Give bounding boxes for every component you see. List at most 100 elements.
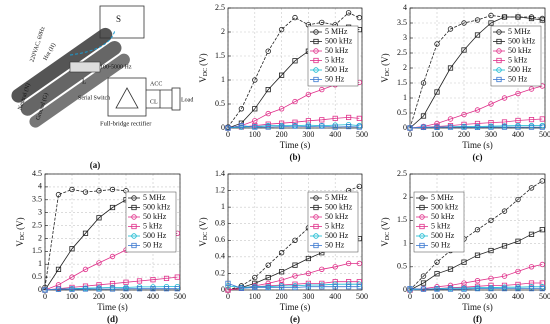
x-tick-label: 200 (276, 292, 288, 301)
data-point (292, 123, 298, 129)
y-label-main: V (380, 76, 390, 83)
series-line (409, 288, 543, 290)
data-point (515, 14, 521, 20)
legend-marker (419, 204, 425, 211)
data-point (55, 191, 62, 198)
data-point (82, 266, 89, 273)
data-point (447, 26, 454, 32)
y-tick-label: 0.4 (215, 252, 225, 261)
y-tick-label: 0.6 (215, 235, 225, 244)
data-point (515, 117, 521, 124)
data-point (109, 253, 116, 260)
legend-marker (131, 242, 137, 249)
x-tick-label: 0 (408, 292, 412, 301)
data-point (474, 107, 481, 113)
data-point (96, 260, 102, 266)
data-point (96, 286, 102, 292)
data-point (461, 286, 467, 292)
x-tick-label: 300 (485, 130, 497, 139)
series-line (227, 125, 360, 129)
y-tick-label: 0.5 (215, 99, 225, 108)
y-label-main: V (15, 240, 25, 247)
data-point (420, 286, 427, 292)
legend-box (490, 25, 542, 87)
data-point (55, 286, 62, 292)
data-point (501, 208, 508, 214)
x-tick-label: 200 (93, 292, 105, 301)
data-point (96, 215, 102, 221)
y-tick-label: 1 (403, 93, 407, 102)
data-point (225, 125, 231, 131)
series-line (44, 189, 127, 288)
data-point (150, 286, 156, 292)
legend-marker (131, 233, 137, 239)
x-tick-label: 300 (302, 130, 314, 139)
link (69, 29, 116, 56)
data-point (528, 86, 535, 92)
x-tick-label: 300 (120, 292, 132, 301)
y-tick-label: 0.5 (397, 262, 407, 271)
data-point (356, 284, 362, 290)
legend-label: 500 kHz (143, 202, 171, 211)
y-label-unit: (V) (198, 53, 208, 66)
chart: 0 0.2 0.4 0.6 0.8 1 1.2 1.4 0 100 200 300 400 500 Time… (198, 169, 368, 324)
data-point (82, 286, 89, 292)
x-tick-label: 500 (174, 292, 186, 301)
legend-label: 5 MHz (325, 27, 348, 36)
x-tick-label: 0 (408, 130, 412, 139)
data-point (278, 106, 285, 112)
legend-marker (419, 195, 425, 201)
series-line (409, 264, 543, 291)
legend-label: 50 kHz (325, 46, 349, 55)
x-tick-label: 400 (512, 130, 524, 139)
caption: (c) (473, 152, 483, 162)
data-point (265, 48, 271, 54)
x-tick-label: 100 (431, 130, 443, 139)
data-point (356, 124, 362, 130)
data-point (345, 260, 352, 267)
data-point (319, 19, 325, 26)
data-point (356, 115, 362, 121)
data-point (292, 284, 298, 291)
data-point (292, 262, 298, 268)
data-point (265, 284, 271, 291)
data-point (447, 116, 454, 122)
x-axis-label: Time (s) (97, 302, 127, 312)
data-point (265, 274, 271, 281)
series-line (227, 283, 360, 288)
y-tick-label: 1.4 (215, 169, 225, 178)
legend-label: 50 kHz (143, 212, 167, 221)
data-point (278, 269, 285, 275)
data-point (55, 266, 62, 272)
data-point (345, 123, 352, 130)
data-point (292, 273, 298, 279)
y-tick-label: 2 (403, 192, 407, 201)
legend-label: 500 Hz (325, 65, 349, 74)
data-point (539, 116, 545, 122)
legend-label: 50 Hz (508, 74, 528, 83)
series-line (409, 180, 543, 291)
data-point (292, 98, 298, 105)
legend-marker (496, 48, 502, 54)
data-point (319, 284, 325, 290)
y-tick-label: 0.2 (215, 268, 225, 277)
data-point (332, 124, 338, 130)
legend-marker (496, 57, 502, 64)
data-point (528, 124, 535, 130)
data-point (332, 284, 338, 290)
caption: (d) (107, 314, 118, 324)
data-point (109, 286, 116, 292)
data-point (474, 120, 481, 127)
data-point (305, 91, 312, 98)
legend-marker (313, 195, 319, 201)
data-point (461, 111, 467, 118)
legend-marker (313, 214, 319, 220)
freq-box (69, 61, 101, 73)
series-line (227, 12, 360, 128)
legend-marker (313, 38, 319, 45)
data-point (278, 123, 285, 130)
legend-label: 5 MHz (143, 193, 166, 202)
legend-label: 5 MHz (431, 193, 454, 202)
legend-marker (496, 29, 502, 35)
